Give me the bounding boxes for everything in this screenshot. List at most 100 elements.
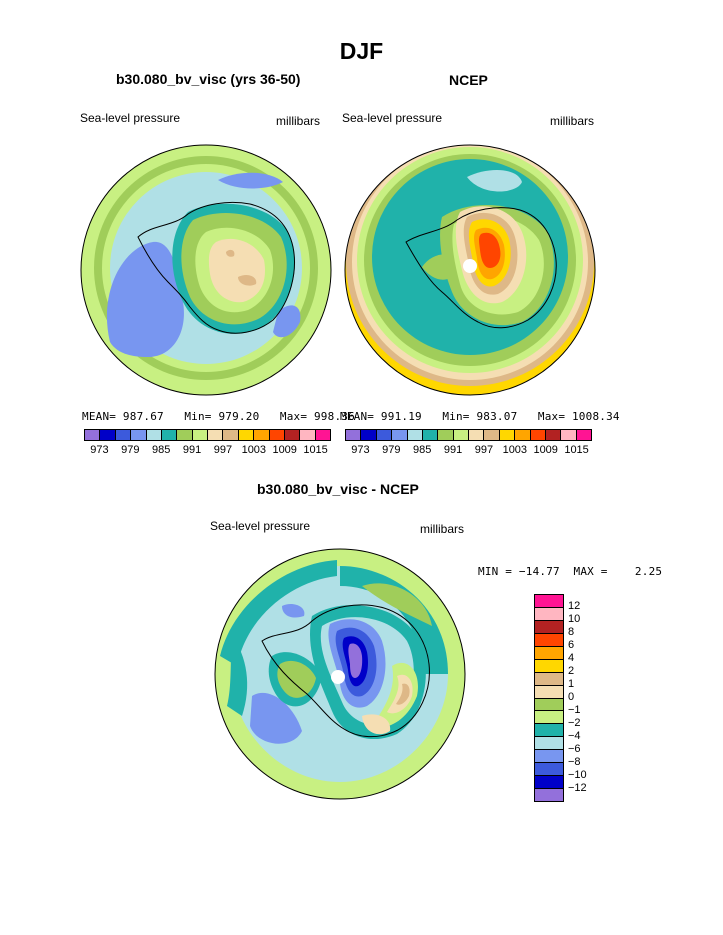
map-ncep-slp	[344, 144, 596, 396]
colorbar-model-swatch	[223, 430, 239, 440]
colorbar-ncep-swatch	[346, 430, 362, 440]
panel-title-ncep: NCEP	[449, 72, 488, 88]
units-label-ncep: millibars	[550, 114, 595, 128]
colorbar-diff-label: −2	[568, 717, 581, 729]
colorbar-model-swatch	[161, 430, 178, 440]
colorbar-model-label: 991	[182, 444, 202, 456]
colorbar-ncep-label: 1015	[564, 444, 589, 456]
colorbar-diff-label: 2	[568, 665, 575, 677]
colorbar-model-swatch	[254, 430, 270, 440]
colorbar-ncep-label: 973	[351, 444, 370, 456]
colorbar-model-label: 1003	[241, 444, 267, 456]
colorbar-diff-swatch	[535, 724, 563, 738]
colorbar-diff-swatch	[535, 607, 563, 621]
colorbar-model	[84, 429, 331, 441]
colorbar-diff-label: 1	[568, 678, 575, 690]
colorbar-diff-swatch	[535, 763, 563, 777]
colorbar-model-label: 1009	[272, 444, 297, 456]
colorbar-diff-swatch	[535, 620, 563, 634]
colorbar-labels-model: 973 979 985 991 997 1003 1009 1015	[84, 444, 331, 458]
colorbar-ncep	[345, 429, 592, 441]
variable-label-ncep: Sea-level pressure	[342, 111, 443, 125]
colorbar-ncep-swatch	[438, 430, 454, 440]
colorbar-diff-swatch	[535, 685, 563, 699]
colorbar-diff-swatch	[535, 595, 563, 608]
colorbar-model-swatch	[131, 430, 147, 440]
colorbar-diff-label: −12	[568, 782, 587, 794]
colorbar-ncep-label: 985	[413, 444, 432, 456]
colorbar-model-label: 985	[152, 444, 171, 456]
colorbar-model-swatch	[238, 430, 255, 440]
colorbar-diff-swatch	[535, 776, 563, 790]
colorbar-diff-label: 4	[568, 652, 575, 664]
main-title: DJF	[339, 38, 384, 64]
units-label-diff: millibars	[420, 522, 465, 536]
colorbar-model-swatch	[177, 430, 193, 440]
colorbar-ncep-swatch	[453, 430, 469, 440]
colorbar-diff-label: 8	[568, 626, 575, 638]
colorbar-ncep-swatch	[407, 430, 423, 440]
colorbar-ncep-swatch	[561, 430, 577, 440]
colorbar-diff-swatch	[535, 672, 563, 686]
colorbar-diff-label: −10	[568, 769, 587, 781]
colorbar-model-swatch	[284, 430, 301, 440]
colorbar-ncep-swatch	[361, 430, 377, 440]
colorbar-diff-swatch	[535, 698, 563, 712]
colorbar-ncep-label: 979	[382, 444, 401, 456]
colorbar-diff-label: −8	[568, 756, 581, 768]
colorbar-model-swatch	[85, 430, 101, 440]
colorbar-diff-label: 10	[568, 613, 581, 625]
panel-title-model: b30.080_bv_visc (yrs 36-50)	[116, 71, 301, 87]
max-value-model: Max= 998.36	[279, 410, 355, 423]
panel-title-diff: b30.080_bv_visc - NCEP	[257, 481, 419, 497]
colorbar-model-swatch	[315, 430, 330, 440]
colorbar-model-swatch	[115, 430, 132, 440]
colorbar-model-label: 997	[213, 444, 233, 456]
map-model-slp	[80, 144, 332, 396]
colorbar-ncep-swatch	[576, 430, 591, 440]
variable-label-model: Sea-level pressure	[80, 111, 181, 125]
colorbar-labels-ncep: 973 979 985 991 997 1003 1009 1015	[345, 444, 592, 458]
colorbar-model-label: 973	[90, 444, 109, 456]
colorbar-ncep-swatch	[422, 430, 439, 440]
colorbar-ncep-label: 997	[474, 444, 494, 456]
colorbar-ncep-label: 1009	[533, 444, 558, 456]
min-value-model: Min= 979.20	[184, 410, 260, 423]
variable-label-diff: Sea-level pressure	[210, 519, 311, 533]
mean-value-ncep: MEAN= 991.19	[340, 410, 422, 423]
colorbar-diff-swatch	[535, 633, 563, 647]
colorbar-model-swatch	[146, 430, 162, 440]
colorbar-ncep-swatch	[469, 430, 485, 440]
colorbar-model-label: 1015	[303, 444, 328, 456]
units-label-model: millibars	[276, 114, 321, 128]
colorbar-diff-label: 0	[568, 691, 575, 703]
colorbar-diff-label: 6	[568, 639, 575, 651]
colorbar-diff-label: −6	[568, 743, 581, 755]
colorbar-ncep-swatch	[530, 430, 546, 440]
colorbar-ncep-swatch	[499, 430, 516, 440]
colorbar-diff	[534, 594, 564, 802]
colorbar-ncep-swatch	[392, 430, 408, 440]
minmax-diff: MIN = −14.77 MAX = 2.25	[478, 565, 663, 578]
colorbar-diff-label: 12	[568, 600, 581, 612]
colorbar-model-swatch	[300, 430, 316, 440]
colorbar-ncep-swatch	[515, 430, 531, 440]
mean-value-model: MEAN= 987.67	[82, 410, 164, 423]
colorbar-diff-swatch	[535, 711, 563, 725]
colorbar-model-swatch	[208, 430, 224, 440]
colorbar-model-swatch	[269, 430, 285, 440]
map-diff-slp	[214, 548, 466, 800]
colorbar-ncep-label: 991	[443, 444, 463, 456]
colorbar-diff-label: −1	[568, 704, 581, 716]
colorbar-diff-swatch	[535, 659, 563, 673]
colorbar-model-swatch	[100, 430, 116, 440]
colorbar-model-label: 979	[121, 444, 140, 456]
colorbar-model-swatch	[192, 430, 208, 440]
max-value-ncep: Max= 1008.34	[537, 410, 620, 423]
min-value-ncep: Min= 983.07	[442, 410, 518, 423]
colorbar-ncep-swatch	[484, 430, 500, 440]
colorbar-diff-swatch	[535, 750, 563, 764]
colorbar-diff-swatch	[535, 737, 563, 751]
colorbar-ncep-swatch	[376, 430, 393, 440]
colorbar-ncep-swatch	[545, 430, 562, 440]
